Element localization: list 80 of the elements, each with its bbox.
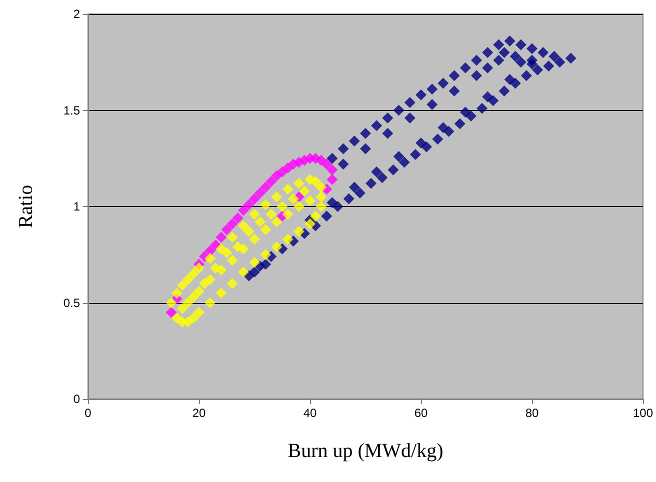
point xyxy=(304,218,316,230)
point xyxy=(216,232,227,243)
x-axis-title: Burn up (MWd/kg) xyxy=(288,440,444,462)
point xyxy=(226,278,238,289)
point xyxy=(254,188,266,199)
point xyxy=(166,297,177,308)
y-tick-label: 0.5 xyxy=(63,296,80,310)
point xyxy=(226,232,238,243)
y-tick-label: 1 xyxy=(73,200,80,214)
x-tick-label: 100 xyxy=(632,406,654,420)
point xyxy=(248,193,260,204)
point xyxy=(326,164,338,176)
point xyxy=(293,178,304,189)
x-tick-label: 60 xyxy=(414,406,428,420)
y-axis-title: Ratio xyxy=(15,184,37,228)
point xyxy=(254,216,266,228)
point xyxy=(204,245,216,256)
point xyxy=(226,218,238,230)
point xyxy=(260,182,272,193)
point xyxy=(238,266,249,278)
point xyxy=(266,208,277,220)
point xyxy=(232,241,244,252)
point xyxy=(248,256,260,268)
point xyxy=(316,191,327,202)
point xyxy=(282,208,294,220)
point xyxy=(204,252,216,264)
point xyxy=(298,186,310,197)
point xyxy=(171,288,182,299)
point xyxy=(221,247,232,258)
point xyxy=(238,220,249,232)
point xyxy=(266,176,277,187)
point xyxy=(310,176,322,187)
point xyxy=(288,193,299,204)
point xyxy=(216,288,227,299)
point xyxy=(194,306,204,318)
point xyxy=(248,208,260,220)
point xyxy=(304,195,316,206)
x-tick-label: 80 xyxy=(525,406,539,420)
point xyxy=(271,241,282,252)
point xyxy=(326,174,338,186)
point xyxy=(188,291,199,302)
point xyxy=(282,184,294,195)
point xyxy=(260,249,272,260)
x-tick-label: 0 xyxy=(84,406,92,420)
point xyxy=(293,201,304,212)
point xyxy=(243,226,254,238)
point xyxy=(243,199,254,210)
point xyxy=(188,268,199,280)
point xyxy=(182,274,194,286)
point xyxy=(166,306,177,318)
point xyxy=(271,191,282,202)
point xyxy=(282,234,294,245)
x-tick-label: 40 xyxy=(303,406,317,420)
point xyxy=(194,286,204,297)
point xyxy=(176,280,188,291)
point xyxy=(194,262,204,274)
x-tick-label: 20 xyxy=(192,406,206,420)
point xyxy=(182,297,194,308)
point xyxy=(260,199,272,210)
point xyxy=(188,312,199,324)
point xyxy=(260,224,272,236)
point xyxy=(176,303,188,314)
point xyxy=(321,158,332,170)
y-tick-label: 0 xyxy=(73,392,80,406)
point xyxy=(232,212,244,224)
point xyxy=(238,204,249,216)
point xyxy=(204,297,216,308)
point xyxy=(293,226,304,238)
point xyxy=(248,234,260,245)
point xyxy=(271,216,282,228)
point xyxy=(199,278,210,289)
point xyxy=(221,224,232,236)
point xyxy=(210,262,222,274)
y-tick-label: 2 xyxy=(73,7,80,21)
point xyxy=(316,201,327,212)
point xyxy=(310,210,322,222)
point xyxy=(226,254,238,266)
point xyxy=(316,182,327,193)
point xyxy=(276,201,288,212)
y-tick-label: 1.5 xyxy=(63,103,80,118)
